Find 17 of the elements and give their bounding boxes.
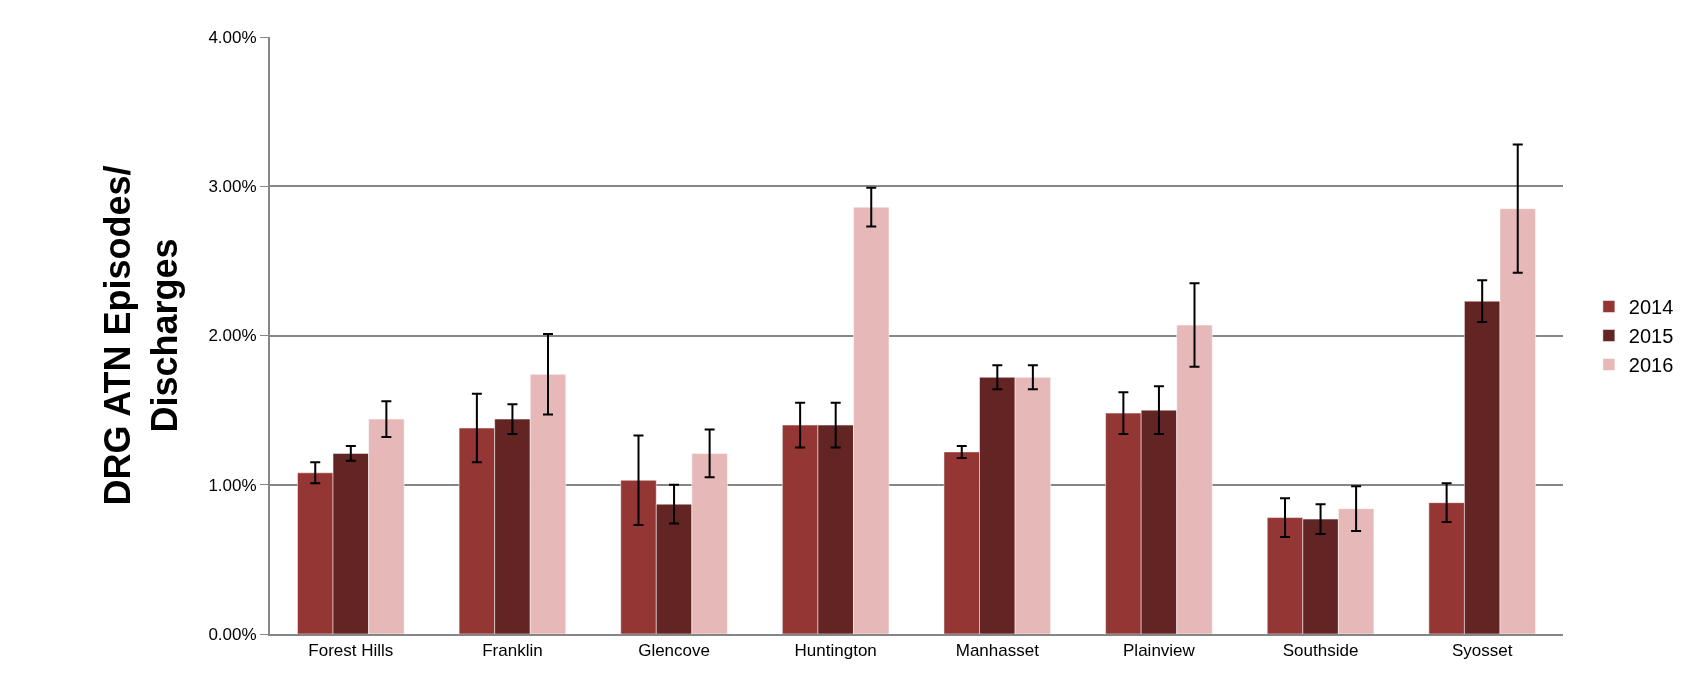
x-tick-label: Franklin xyxy=(482,641,543,661)
y-axis-title: DRG ATN Episodes/ Discharges xyxy=(97,165,185,506)
y-tick-label: 2.00% xyxy=(208,326,257,346)
x-tick-label: Syosset xyxy=(1451,641,1513,661)
x-tick-label: Manhasset xyxy=(955,641,1040,661)
x-tick-label: Forest Hills xyxy=(308,641,394,661)
x-tick-label: Glencove xyxy=(638,641,710,661)
x-tick-label: Huntington xyxy=(794,641,877,661)
y-tick-label: 0.00% xyxy=(208,624,257,644)
x-tick-label: Southside xyxy=(1282,641,1359,661)
legend-label: 2015 xyxy=(1628,325,1674,348)
y-tick-label: 3.00% xyxy=(208,177,257,197)
x-tick-label: Plainview xyxy=(1123,641,1196,661)
y-tick-label: 1.00% xyxy=(208,475,257,495)
y-tick-label: 4.00% xyxy=(208,27,257,47)
legend-label: 2014 xyxy=(1628,296,1674,319)
legend-label: 2016 xyxy=(1628,354,1674,377)
